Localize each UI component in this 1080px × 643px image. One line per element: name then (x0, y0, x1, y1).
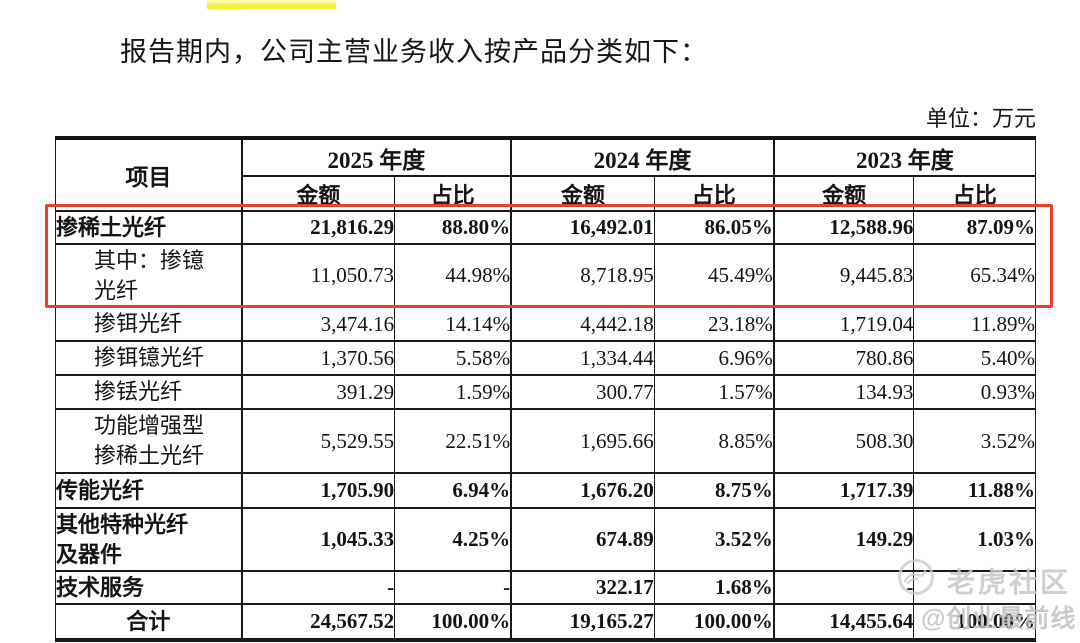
row-label: 功能增强型 掺稀土光纤 (54, 408, 243, 474)
cell-2025-amount: 11,050.73 (240, 243, 396, 308)
col-header-2023-ratio: 占比 (913, 175, 1036, 212)
cell-2024-ratio: 100.00% (653, 603, 775, 641)
cell-2025-ratio: 44.98% (394, 243, 512, 308)
cell-2023-ratio: 5.40% (913, 340, 1036, 376)
cell-2023-ratio: 100.00% (913, 603, 1036, 641)
cell-2024-ratio: 1.68% (653, 570, 775, 605)
cell-2023-ratio: 1.03% (913, 507, 1036, 572)
cell-2024-amount: 322.17 (510, 570, 655, 605)
col-header-2023-amount: 金额 (772, 175, 915, 212)
cell-2025-ratio: 22.51% (394, 408, 512, 474)
cell-2024-ratio: 45.49% (653, 243, 775, 308)
table-row: 传能光纤 1,705.90 6.94% 1,676.20 8.75% 1,717… (54, 472, 1036, 509)
cell-2025-ratio: 4.25% (394, 507, 512, 572)
cell-2023-amount: 1,719.04 (772, 306, 915, 342)
row-label: 其他特种光纤 及器件 (54, 507, 243, 572)
cell-2025-amount: 21,816.29 (240, 210, 396, 245)
row-label: 掺铒光纤 (54, 306, 243, 342)
cell-2023-amount: 14,455.64 (772, 603, 915, 641)
col-header-2024-ratio: 占比 (653, 175, 775, 212)
cell-2025-amount: 24,567.52 (240, 603, 396, 641)
cell-2023-amount: 12,588.96 (772, 210, 915, 245)
cell-2025-ratio: 5.58% (394, 340, 512, 376)
table-row: 其中：掺镱 光纤 11,050.73 44.98% 8,718.95 45.49… (54, 243, 1036, 308)
cell-2025-amount: 1,370.56 (240, 340, 396, 376)
row-label: 掺铒镱光纤 (54, 340, 243, 376)
cell-2024-ratio: 6.96% (653, 340, 775, 376)
intro-text: 报告期内，公司主营业务收入按产品分类如下： (120, 37, 708, 67)
cell-2024-amount: 300.77 (510, 374, 655, 410)
cell-2025-ratio: 100.00% (394, 603, 512, 641)
row-label: 掺稀土光纤 (54, 210, 243, 245)
cell-2025-ratio: 1.59% (394, 374, 512, 410)
cell-2024-amount: 8,718.95 (510, 243, 655, 308)
table-row: 技术服务 - - 322.17 1.68% - (54, 570, 1036, 605)
revenue-by-product-table: 项目 2025 年度 2024 年度 2023 年度 金额 占比 金额 占比 金… (54, 136, 1036, 642)
cell-2024-ratio: 23.18% (653, 306, 775, 342)
table-row: 功能增强型 掺稀土光纤 5,529.55 22.51% 1,695.66 8.8… (54, 408, 1036, 474)
row-label: 掺铥光纤 (54, 374, 243, 410)
col-header-year-2023: 2023 年度 (772, 137, 1036, 177)
col-header-year-2025: 2025 年度 (240, 137, 512, 177)
col-header-2025-amount: 金额 (240, 175, 396, 212)
table-row: 掺铒镱光纤 1,370.56 5.58% 1,334.44 6.96% 780.… (54, 340, 1036, 376)
cell-2023-amount: 1,717.39 (772, 472, 915, 509)
yellow-highlight-mark (207, 0, 336, 9)
col-header-2024-amount: 金额 (510, 175, 655, 212)
cell-2023-ratio: 11.89% (913, 306, 1036, 342)
table-row: 掺稀土光纤 21,816.29 88.80% 16,492.01 86.05% … (54, 210, 1036, 245)
cell-2023-amount: 9,445.83 (772, 243, 915, 308)
cell-2024-amount: 19,165.27 (510, 603, 655, 641)
cell-2024-amount: 1,334.44 (510, 340, 655, 376)
table-row: 掺铒光纤 3,474.16 14.14% 4,442.18 23.18% 1,7… (54, 306, 1036, 342)
cell-2023-ratio: 11.88% (913, 472, 1036, 509)
cell-2023-ratio: 87.09% (913, 210, 1036, 245)
cell-2025-ratio: 14.14% (394, 306, 512, 342)
cell-2023-ratio: 65.34% (913, 243, 1036, 308)
cell-2025-amount: 391.29 (240, 374, 396, 410)
cell-2024-amount: 1,676.20 (510, 472, 655, 509)
table-row-total: 合计 24,567.52 100.00% 19,165.27 100.00% 1… (54, 603, 1036, 641)
cell-2023-amount: - (772, 570, 915, 605)
cell-2025-amount: 5,529.55 (240, 408, 396, 474)
unit-label: 单位：万元 (925, 106, 1036, 131)
cell-2024-ratio: 3.52% (653, 507, 775, 572)
col-header-year-2024: 2024 年度 (510, 137, 775, 177)
cell-2025-ratio: 6.94% (394, 472, 512, 509)
cell-2023-ratio: 3.52% (913, 408, 1036, 474)
cell-2025-amount: 3,474.16 (240, 306, 396, 342)
row-label: 合计 (54, 603, 243, 641)
cell-2023-amount: 134.93 (772, 374, 915, 410)
cell-2023-amount: 149.29 (772, 507, 915, 572)
table-row: 其他特种光纤 及器件 1,045.33 4.25% 674.89 3.52% 1… (54, 507, 1036, 572)
cell-2024-ratio: 8.85% (653, 408, 775, 474)
cell-2025-amount: 1,045.33 (240, 507, 396, 572)
cell-2023-amount: 780.86 (772, 340, 915, 376)
cell-2024-amount: 1,695.66 (510, 408, 655, 474)
cell-2023-ratio: 0.93% (913, 374, 1036, 410)
cell-2024-amount: 16,492.01 (510, 210, 655, 245)
cell-2025-ratio: 88.80% (394, 210, 512, 245)
col-header-item: 项目 (54, 137, 243, 212)
cell-2024-ratio: 8.75% (653, 472, 775, 509)
cell-2024-amount: 674.89 (510, 507, 655, 572)
cell-2024-ratio: 1.57% (653, 374, 775, 410)
cell-2023-ratio (913, 570, 1036, 605)
row-label: 其中：掺镱 光纤 (54, 243, 243, 308)
cell-2025-ratio: - (394, 570, 512, 605)
cell-2024-amount: 4,442.18 (510, 306, 655, 342)
col-header-2025-ratio: 占比 (394, 175, 512, 212)
row-label: 技术服务 (54, 570, 243, 605)
cell-2024-ratio: 86.05% (653, 210, 775, 245)
table-row: 掺铥光纤 391.29 1.59% 300.77 1.57% 134.93 0.… (54, 374, 1036, 410)
cell-2023-amount: 508.30 (772, 408, 915, 474)
cell-2025-amount: - (240, 570, 396, 605)
cell-2025-amount: 1,705.90 (240, 472, 396, 509)
row-label: 传能光纤 (54, 472, 243, 509)
